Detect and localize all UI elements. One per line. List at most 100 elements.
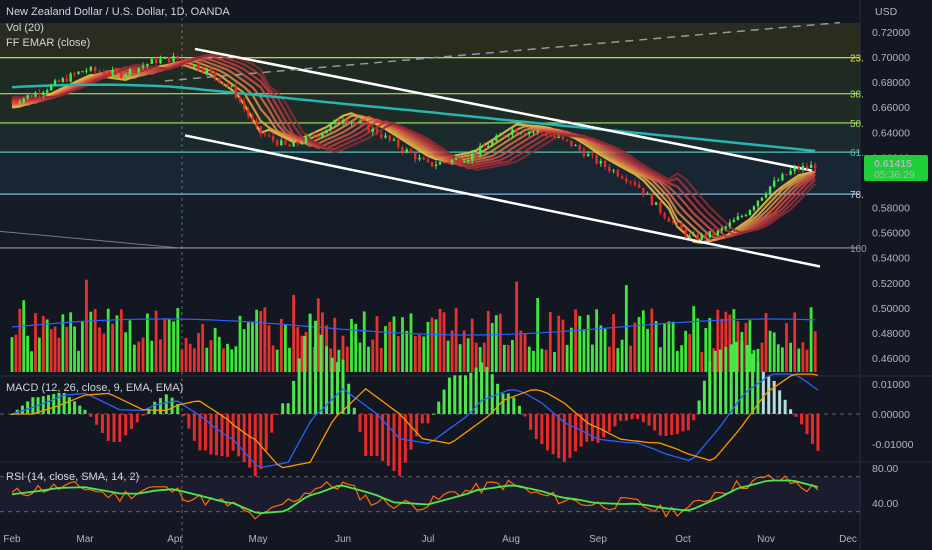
volume-bar [688,334,692,372]
macd-histogram-bar [181,414,185,417]
volume-bar [409,313,413,372]
macd-histogram-bar [540,414,544,445]
candle-body [120,72,123,78]
price-axis-tick: 0.58000 [872,203,910,215]
volume-bar [502,344,506,372]
candle-body [553,136,556,138]
macd-histogram-bar [469,372,473,414]
volume-bar [813,331,817,372]
volume-bar [781,347,784,372]
candle-body [375,128,379,135]
volume-bar [603,329,607,372]
volume-bar [646,328,649,372]
volume-bar [540,348,544,372]
macd-histogram-bar [141,414,145,416]
candle-body [511,129,514,135]
volume-bar [490,323,494,372]
volume-bar [176,308,180,372]
macd-histogram-bar [800,414,804,425]
volume-bar [251,322,254,372]
volume-bar [379,347,383,372]
macd-histogram-bar [164,394,168,414]
volume-bar [275,349,279,372]
volume-bar [557,315,561,372]
volume-bar [167,318,171,372]
candle-body [251,116,254,121]
macd-histogram-bar [226,414,230,457]
ema-ribbon-line [12,58,816,240]
price-axis-tick: 0.56000 [872,228,910,240]
ema-ribbon-label[interactable]: FF EMAR (close) [6,37,91,49]
volume-bar [692,306,696,372]
candle-body [275,140,279,146]
volume-bar [201,324,205,372]
volume-bar [300,335,304,372]
candle-body [107,74,110,76]
macd-histogram-bar [106,414,110,441]
last-price-value: 0.61415 [874,158,912,170]
macd-histogram-bar [170,397,174,414]
macd-histogram-bar [325,346,329,414]
candle-body [599,160,603,164]
price-axis-tick: 0.52000 [872,278,910,290]
candle-body [45,90,49,93]
candle-body [728,222,732,227]
volume-bar [515,281,519,372]
volume-bar [57,337,61,372]
candle-body [288,144,291,147]
macd-histogram-bar [751,353,755,414]
volume-bar [238,315,242,372]
volume-bar [760,342,764,372]
volume-bar [450,330,454,372]
macd-histogram-bar [330,357,334,414]
candle-body [676,222,679,224]
volume-bar [53,326,57,372]
macd-title[interactable]: MACD (12, 26, close, 9, EMA, EMA) [6,382,184,394]
candle-body [557,137,560,139]
macd-histogram-bar [735,341,739,414]
macd-histogram-bar [26,401,30,414]
macd-histogram-bar [794,414,798,417]
fib-level-label: 100 [850,244,867,255]
candle-body [388,135,391,140]
volume-bar [454,307,458,372]
candle-body [582,149,586,157]
macd-histogram-bar [551,414,555,455]
candle-body [159,58,162,64]
time-axis-tick: Aug [502,534,520,545]
candle-body [61,78,65,82]
candle-body [422,157,425,160]
candle-body [487,145,490,147]
volume-bar [704,328,708,372]
volume-bar [341,335,345,372]
volume-bar [388,321,392,372]
candle-body [450,159,454,163]
volume-indicator-label[interactable]: Vol (20) [6,22,44,34]
volume-bar [30,351,33,372]
volume-bar [163,318,167,372]
rsi-title[interactable]: RSI (14, close, SMA, 14, 2) [6,471,140,483]
macd-histogram-bar [409,414,413,450]
volume-bar [764,312,768,372]
macd-histogram-bar [574,414,578,452]
candle-body [141,65,145,68]
candle-body [809,164,813,168]
candle-body [608,166,611,172]
candle-body [814,164,817,169]
candle-body [442,161,446,163]
volume-bar [523,333,527,372]
macd-histogram-bar [275,414,279,415]
macd-histogram-bar [767,376,771,414]
candle-body [671,221,675,223]
candle-body [633,182,637,185]
volume-bar [141,337,145,372]
volume-bar [345,346,349,372]
volume-bar [392,316,396,372]
volume-bar [45,319,49,372]
volume-bar [434,319,438,372]
volume-bar [267,325,271,372]
macd-histogram-bar [718,349,722,414]
candle-body [495,135,498,141]
